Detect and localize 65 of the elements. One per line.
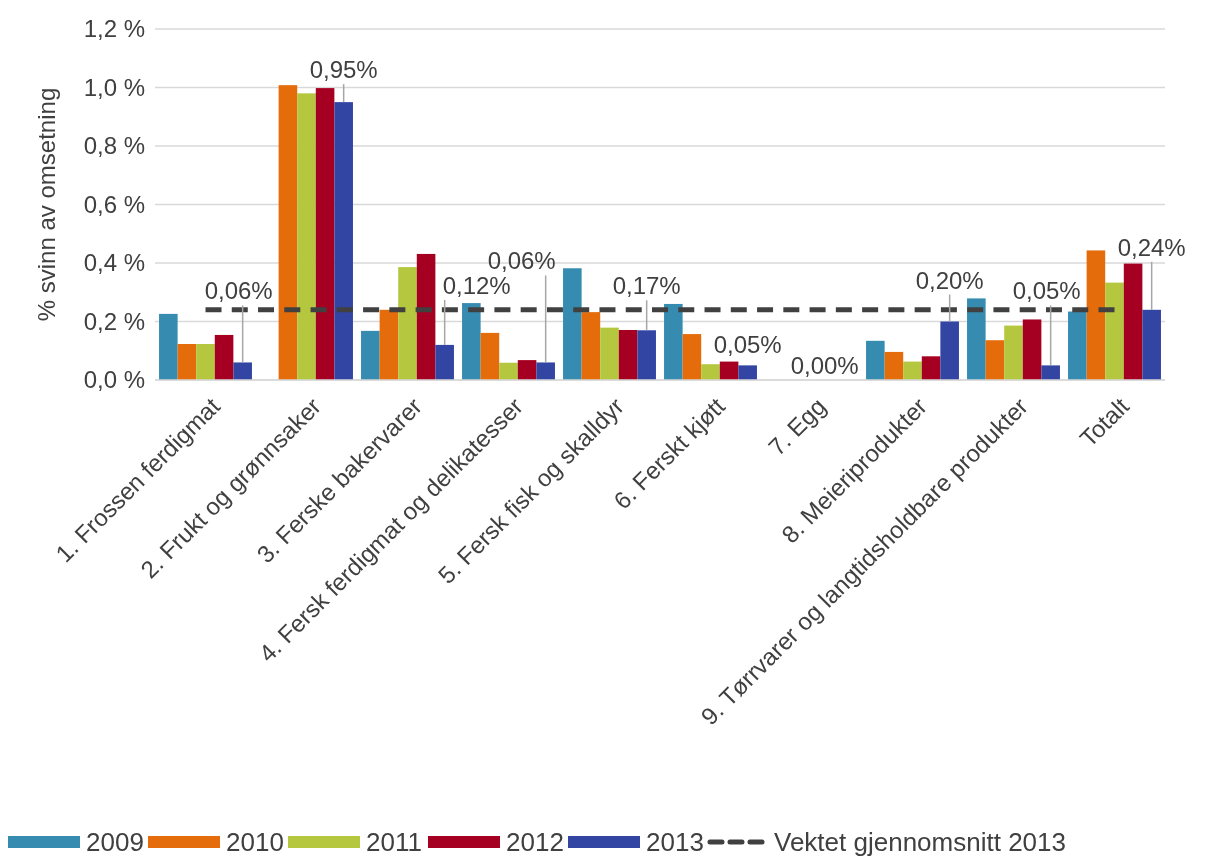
bar: [379, 309, 399, 380]
bar: [416, 253, 436, 380]
bar: [233, 362, 252, 380]
data-label: 0,00%: [790, 352, 859, 379]
bar: [664, 303, 683, 380]
bar: [499, 362, 518, 380]
bar: [398, 267, 417, 380]
legend-label: Vektet gjennomsnitt 2013: [774, 827, 1066, 857]
bar: [278, 85, 298, 380]
bar: [177, 344, 197, 380]
bar: [682, 334, 702, 380]
data-label: 0,05%: [713, 331, 782, 359]
y-tick-label: 0,0 %: [83, 366, 145, 394]
bar: [637, 330, 656, 380]
bar: [1105, 282, 1124, 380]
legend-label: 2011: [366, 827, 422, 857]
bar: [214, 334, 234, 380]
legend-label: 2009: [86, 827, 144, 857]
data-label: 0,24%: [1117, 233, 1186, 261]
bar: [536, 362, 555, 380]
bar: [1068, 311, 1087, 380]
bar: [1004, 325, 1023, 380]
bar: [563, 268, 582, 380]
data-label: 0,17%: [612, 272, 681, 300]
y-tick-label: 0,2 %: [83, 307, 145, 335]
bar: [334, 102, 353, 380]
data-label: 0,05%: [1012, 277, 1081, 305]
y-tick-label: 0,4 %: [83, 249, 145, 277]
bar: [196, 344, 215, 380]
bar: [517, 360, 537, 380]
bar: [361, 330, 380, 380]
data-label: 0,20%: [915, 266, 984, 294]
y-tick-label: 0,8 %: [83, 132, 145, 160]
legend-label: 2010: [226, 827, 284, 857]
legend-label: 2012: [506, 827, 564, 857]
y-tick-label: 1,2 %: [83, 15, 145, 43]
bar: [1041, 365, 1060, 380]
bar: [738, 365, 757, 380]
bar: [884, 351, 904, 380]
legend-label: 2013: [646, 827, 704, 857]
bar: [1142, 309, 1161, 380]
bar: [1123, 263, 1143, 380]
data-label: 0,95%: [309, 56, 378, 84]
bar: [985, 340, 1005, 380]
bar: [297, 93, 316, 380]
bar: [159, 313, 178, 380]
bar: [967, 298, 986, 380]
bar: [581, 312, 601, 380]
bar: [435, 344, 454, 380]
y-axis-title: % svinn av omsetning: [33, 87, 60, 322]
bar: [1022, 319, 1042, 380]
bar: [462, 303, 481, 380]
y-tick-label: 0,6 %: [83, 190, 145, 218]
y-tick-label: 1,0 %: [83, 73, 145, 101]
bar: [315, 88, 335, 380]
bar: [903, 361, 922, 380]
bar: [940, 321, 959, 380]
bar: [921, 356, 941, 380]
bar: [618, 329, 638, 380]
bar: [480, 332, 500, 380]
bar: [1086, 250, 1106, 380]
data-label: 0,06%: [204, 277, 273, 305]
bar: [701, 364, 720, 380]
bar: [866, 340, 885, 380]
bar: [600, 327, 619, 380]
